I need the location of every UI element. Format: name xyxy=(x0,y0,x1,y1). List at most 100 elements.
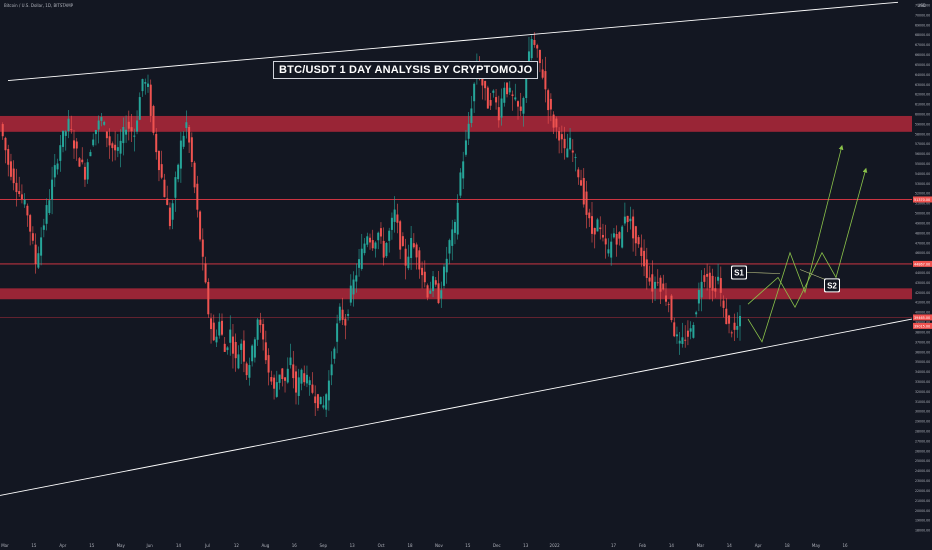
price-tag-text: 44867.00 xyxy=(914,262,930,266)
candle-body xyxy=(667,303,670,305)
time-axis[interactable]: Mar 15 Apr 15 May Jun 14 Jul 12 Aug 16 Sep 13 Oct 18 No… xyxy=(1,543,848,548)
candle-body xyxy=(366,236,369,245)
candle-body xyxy=(160,164,163,178)
candle-body xyxy=(538,49,541,64)
candle xyxy=(522,96,525,127)
candle-body xyxy=(327,380,330,401)
candle-body xyxy=(588,212,591,219)
candle xyxy=(264,330,267,364)
channel-trendlines xyxy=(0,1,913,496)
candle xyxy=(9,153,12,181)
candle-body xyxy=(566,148,569,158)
price-tag: 44867.00 xyxy=(913,260,932,267)
candle xyxy=(399,219,402,260)
candle xyxy=(155,128,158,160)
candle xyxy=(163,173,166,198)
candle-body xyxy=(138,97,141,120)
candle-body xyxy=(229,329,232,343)
candle xyxy=(536,43,539,58)
y-tick-label: 46000.00 xyxy=(915,251,930,255)
price-axis[interactable]: 71000.00 70000.00 69000.00 68000.00 67000.00… xyxy=(912,0,932,550)
candle xyxy=(410,225,413,270)
candle xyxy=(645,247,648,290)
resistance-zone-0 xyxy=(0,115,912,132)
candle xyxy=(210,313,213,344)
candle-body xyxy=(388,230,391,241)
x-tick-label: 16 xyxy=(842,543,848,548)
candle xyxy=(665,282,667,306)
candle xyxy=(122,117,125,156)
price-tag-text: 51370.00 xyxy=(914,198,930,202)
candle-body xyxy=(382,240,385,258)
price-tag-bg xyxy=(913,322,932,329)
candle xyxy=(489,93,492,111)
candle-body xyxy=(292,364,295,379)
candle-body xyxy=(168,207,171,227)
candle-body xyxy=(495,97,498,103)
candle-body xyxy=(456,202,459,235)
candle-body xyxy=(695,312,698,315)
candle-body xyxy=(675,334,678,337)
price-axis-bg xyxy=(912,0,932,550)
y-tick-label: 24000.00 xyxy=(915,469,930,473)
candle-body xyxy=(182,135,185,147)
candle-body xyxy=(48,200,51,214)
y-tick-label: 56000.00 xyxy=(915,152,930,156)
candle-body xyxy=(245,363,248,376)
candle xyxy=(371,229,374,251)
trendline-0 xyxy=(7,1,899,82)
candle-body xyxy=(497,107,500,121)
candle-body xyxy=(53,165,56,178)
candle xyxy=(341,297,344,325)
candle xyxy=(514,83,517,102)
candle xyxy=(119,129,122,168)
candle xyxy=(555,116,558,139)
candle xyxy=(530,35,533,61)
candle xyxy=(212,314,215,342)
y-tick-label: 52000.00 xyxy=(915,192,930,196)
candle-body xyxy=(223,343,226,352)
candle xyxy=(308,376,311,396)
candle-body xyxy=(308,380,311,386)
candle xyxy=(56,158,59,175)
candle xyxy=(728,314,731,334)
symbol-header: Bitcoin / U.S. Dollar, 1D, BITSTAMP xyxy=(4,3,74,8)
candle xyxy=(604,224,607,259)
candle xyxy=(462,151,465,189)
candle-body xyxy=(179,140,182,169)
candle-body xyxy=(415,244,418,258)
x-tick-label: Feb xyxy=(639,543,647,548)
s1-callout-label: S1 xyxy=(734,269,744,278)
candle xyxy=(673,317,676,338)
candle-body xyxy=(525,76,528,99)
candle xyxy=(401,232,404,247)
candle-body xyxy=(196,183,199,210)
candle xyxy=(443,264,445,289)
candle xyxy=(659,275,662,304)
candle xyxy=(379,222,382,244)
candle xyxy=(111,141,114,162)
candle xyxy=(464,130,467,157)
x-tick-label: 13 xyxy=(350,543,356,548)
y-tick-label: 25000.00 xyxy=(915,459,930,463)
candle xyxy=(48,189,51,215)
candle xyxy=(144,78,147,95)
candle-body xyxy=(736,325,739,330)
candle-body xyxy=(111,143,114,149)
candle xyxy=(196,175,199,218)
candle xyxy=(289,343,292,369)
candle xyxy=(374,241,377,258)
candle-body xyxy=(37,253,40,268)
candle-body xyxy=(94,130,97,135)
candle-body xyxy=(212,322,215,341)
candle xyxy=(618,231,621,246)
candle-body xyxy=(234,341,237,359)
candle-body xyxy=(355,275,358,282)
candle-body xyxy=(23,199,26,205)
candle-body xyxy=(286,368,289,383)
y-tick-label: 67000.00 xyxy=(915,43,930,47)
candle-body xyxy=(596,219,599,232)
currency-label: USD xyxy=(917,3,926,8)
x-tick-label: 14 xyxy=(176,543,182,548)
